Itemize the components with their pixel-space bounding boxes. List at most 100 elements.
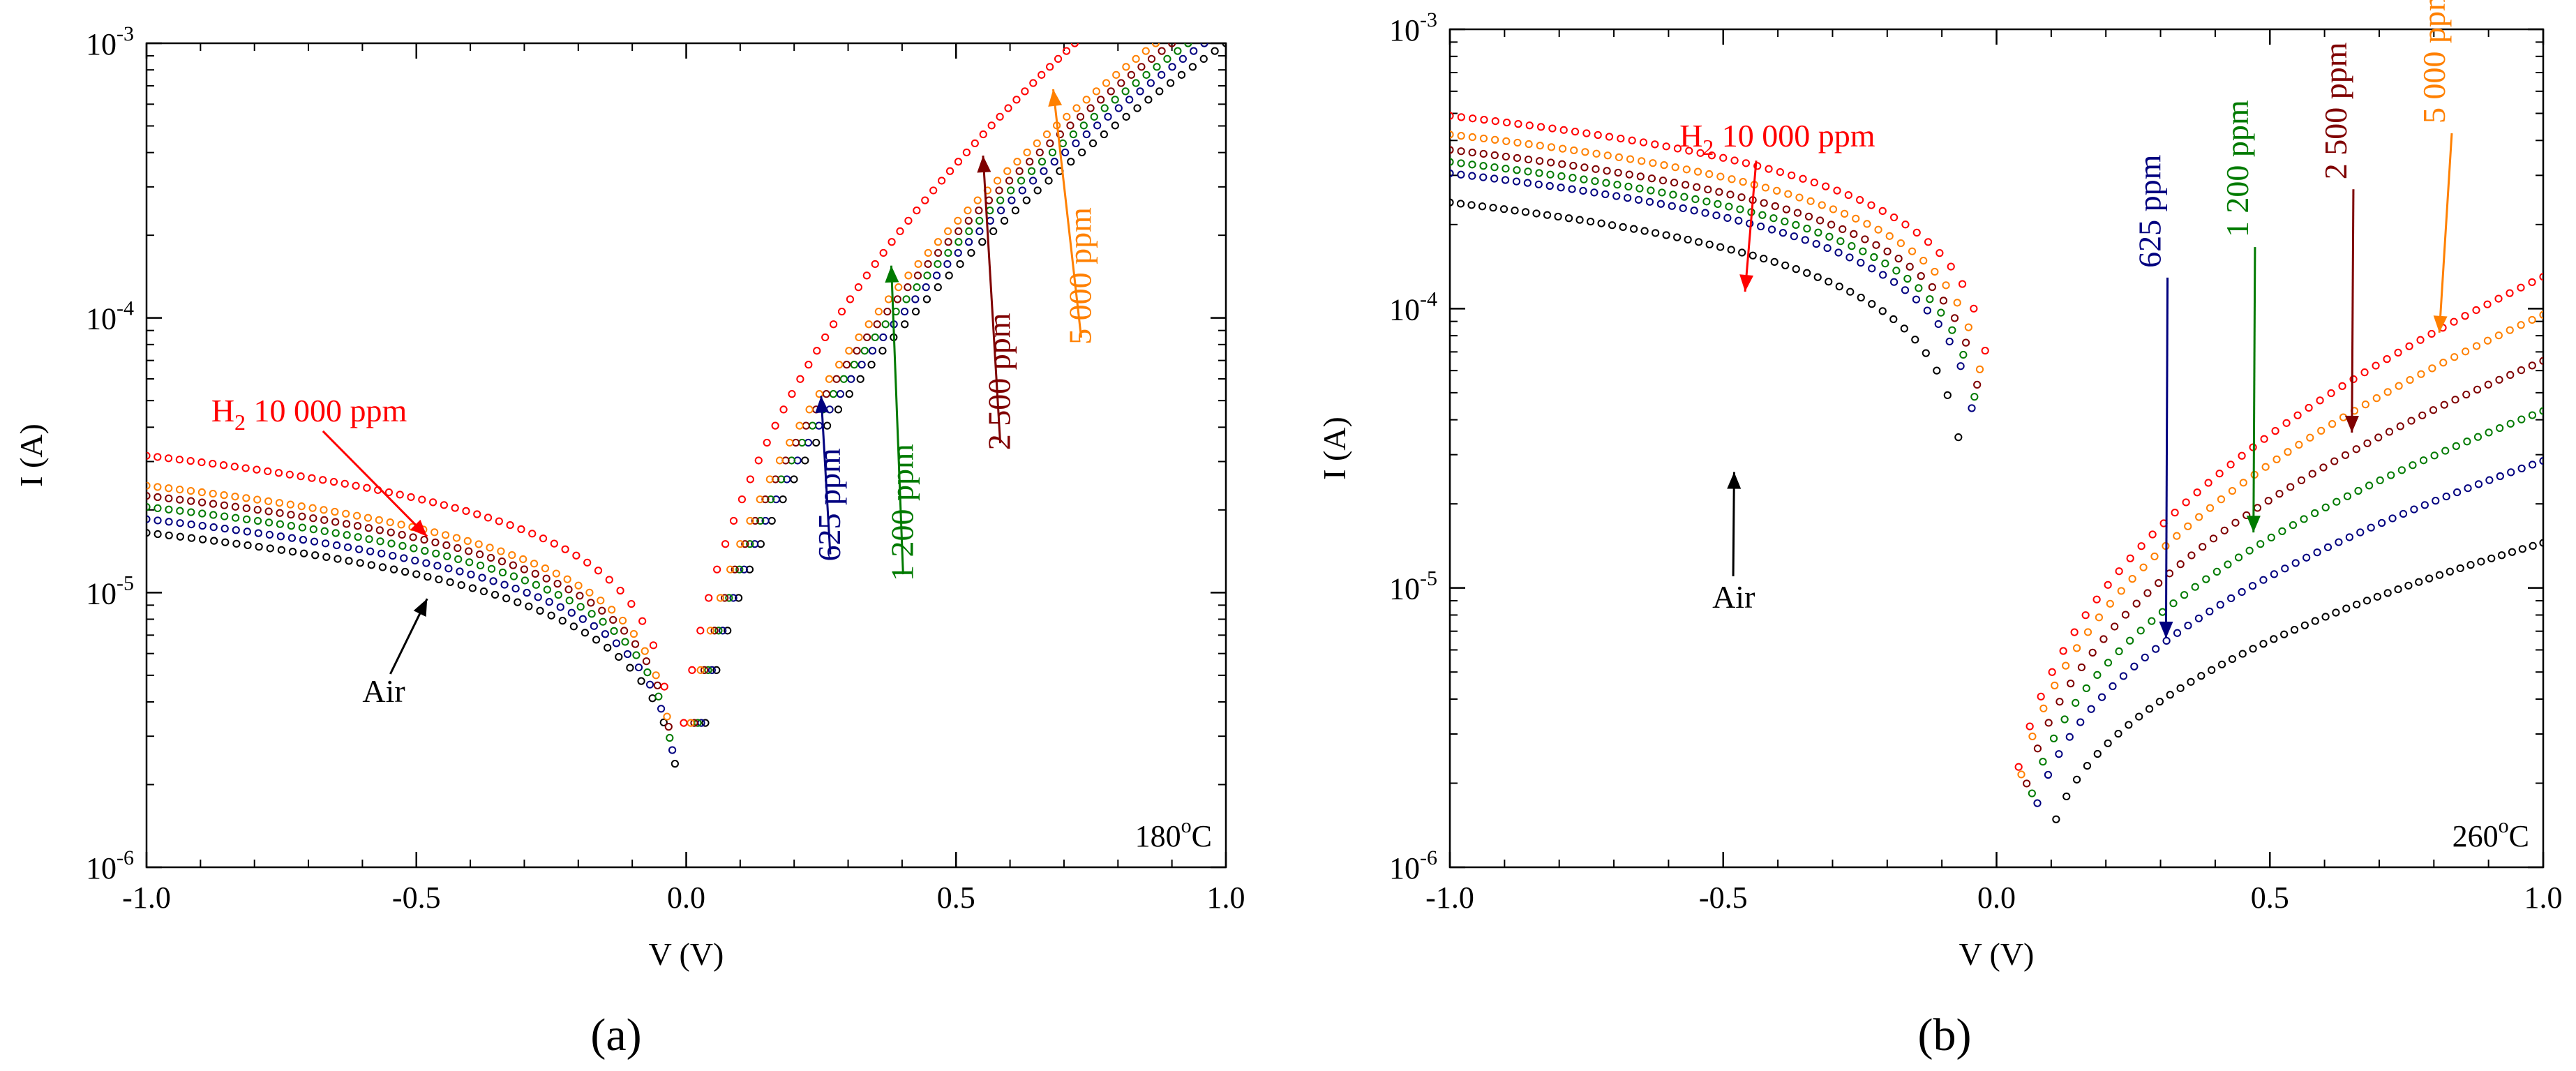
panel-a-data-point bbox=[888, 238, 896, 246]
panel-a-data-point bbox=[1067, 158, 1075, 166]
panel-b-data-point bbox=[1823, 244, 1832, 253]
panel-b-data-point bbox=[1836, 237, 1845, 246]
panel-a-data-point bbox=[230, 463, 239, 471]
panel-a-data-point bbox=[788, 390, 796, 398]
panel-a-data-point bbox=[815, 421, 823, 430]
panel-a-data-point bbox=[896, 227, 904, 235]
panel-b-data-point bbox=[2044, 770, 2053, 779]
panel-a-data-point bbox=[345, 557, 353, 565]
panel-b-y-tick-base: 10 bbox=[1389, 851, 1420, 885]
panel-b-data-point bbox=[1536, 142, 1544, 150]
panel-b-data-point bbox=[1696, 149, 1705, 157]
panel-a-data-point bbox=[735, 565, 744, 574]
panel-a-data-point bbox=[701, 719, 710, 727]
panel-b-data-point bbox=[1652, 229, 1660, 237]
panel-b-data-point bbox=[1770, 257, 1779, 266]
panel-a-data-point bbox=[922, 283, 930, 292]
panel-a-data-point bbox=[231, 502, 239, 511]
panel-a-data-point bbox=[320, 506, 328, 514]
panel-b-data-point bbox=[1806, 197, 1815, 205]
panel-b-data-point bbox=[2284, 448, 2292, 456]
panel-a-data-point bbox=[1029, 79, 1038, 87]
panel-b-y-tick-exp: -5 bbox=[1420, 567, 1437, 590]
panel-b-data-point bbox=[2104, 739, 2112, 747]
panel-b-data-point bbox=[2215, 470, 2224, 478]
panel-a-data-point bbox=[332, 541, 341, 550]
panel-b-arrow-head bbox=[2159, 621, 2173, 638]
panel-a-data-point bbox=[721, 540, 730, 548]
panel-b-data-point bbox=[2115, 567, 2123, 576]
panel-b-data-point bbox=[1625, 170, 1633, 179]
panel-a-data-point bbox=[500, 581, 509, 589]
panel-a-data-point bbox=[740, 565, 748, 574]
panel-a-data-point bbox=[331, 529, 340, 537]
panel-b-data-point bbox=[2487, 554, 2496, 562]
panel-b-arrow-shaft bbox=[2252, 247, 2256, 533]
panel-b-data-point bbox=[2193, 488, 2201, 497]
panel-a-data-point bbox=[894, 283, 903, 292]
panel-b-data-point bbox=[2308, 470, 2316, 478]
panel-a-data-point bbox=[1132, 54, 1140, 63]
panel-a-data-point bbox=[989, 227, 998, 235]
panel-b-data-point bbox=[2253, 504, 2262, 512]
panel-a-data-point bbox=[1076, 112, 1085, 121]
panel-b-data-point bbox=[1848, 242, 1856, 250]
panel-a-data-point bbox=[165, 494, 173, 502]
panel-a-data-point bbox=[186, 486, 195, 495]
panel-b-data-point bbox=[2461, 347, 2470, 356]
panel-a-data-point bbox=[601, 630, 609, 638]
panel-a-data-point bbox=[790, 475, 798, 484]
panel-a-data-point bbox=[353, 522, 362, 530]
panel-a-y-tick-exp: -5 bbox=[117, 571, 134, 594]
panel-a-data-point bbox=[944, 248, 952, 257]
panel-b-annotation-5-000-ppm: 5 000 ppm bbox=[2416, 0, 2453, 333]
panel-a-y-tick-exp: -3 bbox=[117, 22, 134, 45]
panel-a-data-point bbox=[847, 375, 855, 383]
panel-b-data-point bbox=[1737, 193, 1746, 202]
panel-b-data-point bbox=[2275, 490, 2284, 498]
panel-a-data-point bbox=[386, 518, 394, 527]
panel-b-data-point bbox=[1547, 158, 1555, 167]
panel-b-data-point bbox=[1931, 267, 1939, 276]
panel-a-arrow-shaft bbox=[890, 265, 904, 575]
panel-a-data-point bbox=[378, 563, 387, 571]
panel-b-data-point bbox=[1964, 323, 1972, 331]
panel-a-data-point bbox=[543, 585, 551, 594]
panel-a-data-point bbox=[1222, 43, 1226, 47]
panel-b-data-point bbox=[2497, 551, 2506, 560]
panel-b-data-point bbox=[1705, 240, 1714, 248]
panel-a-data-point bbox=[902, 295, 911, 304]
panel-b-data-point bbox=[2259, 640, 2268, 648]
panel-b-data-point bbox=[2539, 539, 2543, 547]
panel-b-data-point bbox=[2062, 661, 2070, 670]
panel-b-data-point bbox=[1514, 120, 1522, 128]
panel-b-y-tick-label: 10-4 bbox=[1389, 287, 1437, 327]
panel-b-data-point bbox=[1575, 216, 1584, 224]
panel-a-data-point bbox=[209, 489, 217, 498]
panel-a-data-point bbox=[719, 627, 727, 635]
panel-a-data-point bbox=[176, 495, 184, 504]
panel-a-data-point bbox=[729, 594, 737, 602]
panel-a-data-point bbox=[564, 585, 573, 594]
panel-a-y-axis-label: I (A) bbox=[13, 424, 49, 487]
panel-a-plot-frame bbox=[145, 42, 1227, 869]
panel-a-data-point bbox=[1078, 148, 1086, 157]
panel-b-data-point bbox=[2506, 326, 2514, 334]
panel-b-data-point bbox=[1950, 314, 1959, 322]
panel-a-data-point bbox=[468, 584, 477, 592]
panel-a-data-point bbox=[751, 516, 759, 525]
panel-b-data-point bbox=[2067, 680, 2075, 688]
panel-a-data-point bbox=[476, 550, 484, 559]
panel-a-data-point bbox=[767, 495, 775, 504]
panel-a-data-point bbox=[954, 248, 962, 257]
panel-a-data-point bbox=[508, 551, 516, 560]
panel-b-data-point bbox=[2405, 342, 2413, 350]
panel-label-b: (b) bbox=[1918, 1010, 1972, 1061]
panel-b-data-point bbox=[1525, 121, 1534, 130]
panel-a-data-point bbox=[801, 456, 809, 465]
panel-b-data-point bbox=[1690, 207, 1698, 215]
panel-a-data-point bbox=[1003, 167, 1012, 175]
panel-b-data-point bbox=[2169, 599, 2178, 608]
panel-b-data-point bbox=[1579, 186, 1587, 195]
panel-b-data-point bbox=[1801, 236, 1809, 244]
